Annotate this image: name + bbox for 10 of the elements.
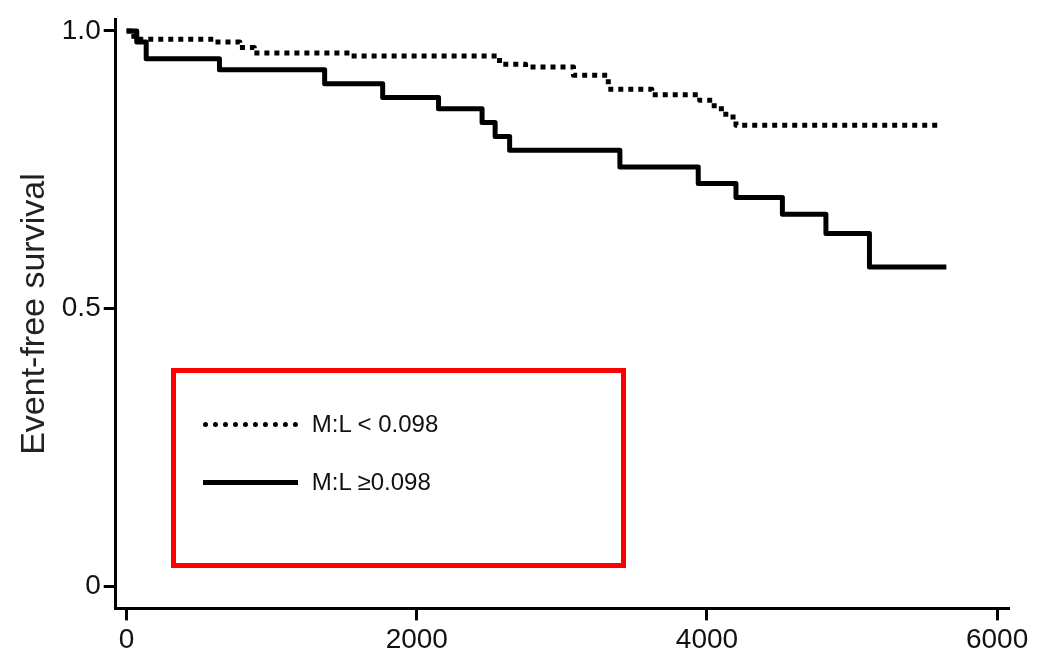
x-tick-label: 2000 <box>385 622 448 654</box>
y-tick-label: 0 <box>85 568 101 600</box>
x-tick-label: 0 <box>118 622 135 654</box>
y-tick-label: 0.5 <box>61 291 101 323</box>
y-axis-title: Event-free survival <box>12 173 51 455</box>
x-tick-label: 4000 <box>675 622 739 654</box>
y-tick-label: 1.0 <box>61 13 101 45</box>
legend-label: M:L ≥0.098 <box>311 468 431 497</box>
x-tick-label: 6000 <box>965 622 1029 654</box>
legend-label: M:L < 0.098 <box>311 410 439 439</box>
